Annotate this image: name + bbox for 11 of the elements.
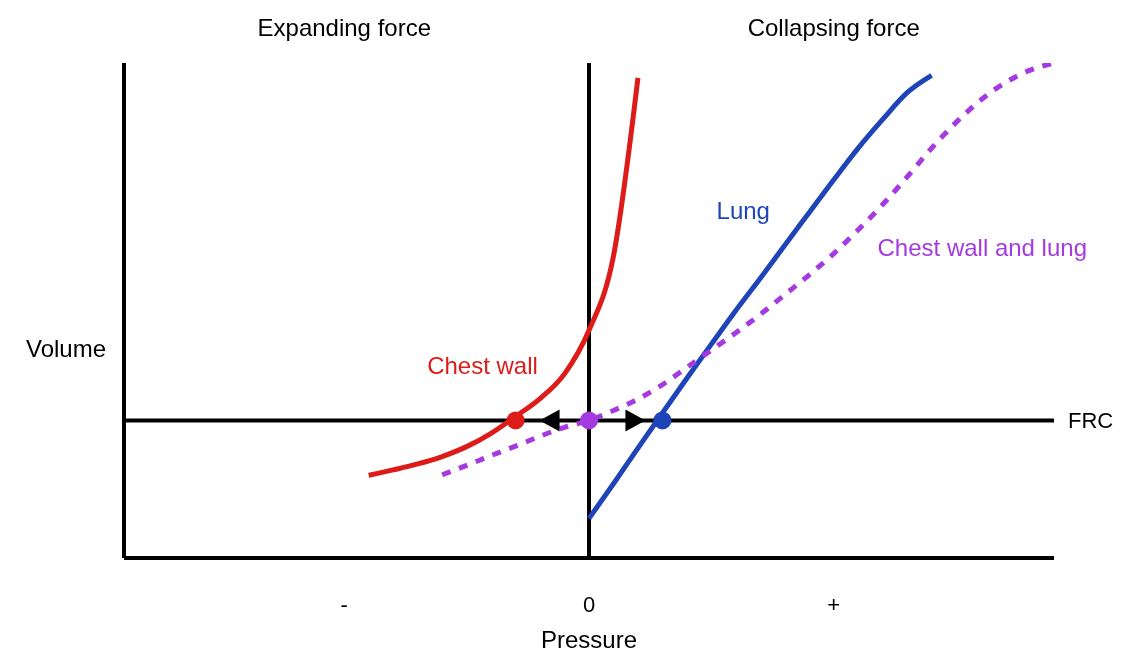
x-tick-label: 0 <box>582 591 596 617</box>
text: Collapsing force <box>747 14 920 42</box>
series-label: Chest wall <box>427 352 538 380</box>
ref-line-label: FRC <box>1068 408 1114 434</box>
x-tick-label: + <box>827 591 841 617</box>
x-tick-label: - <box>340 591 348 617</box>
text: Expanding force <box>257 14 431 42</box>
x-axis-title: Pressure <box>540 626 638 653</box>
series-label: Chest wall and lung <box>877 234 1087 262</box>
series-label: Lung <box>716 196 770 224</box>
y-axis-title: Volume <box>25 334 107 362</box>
